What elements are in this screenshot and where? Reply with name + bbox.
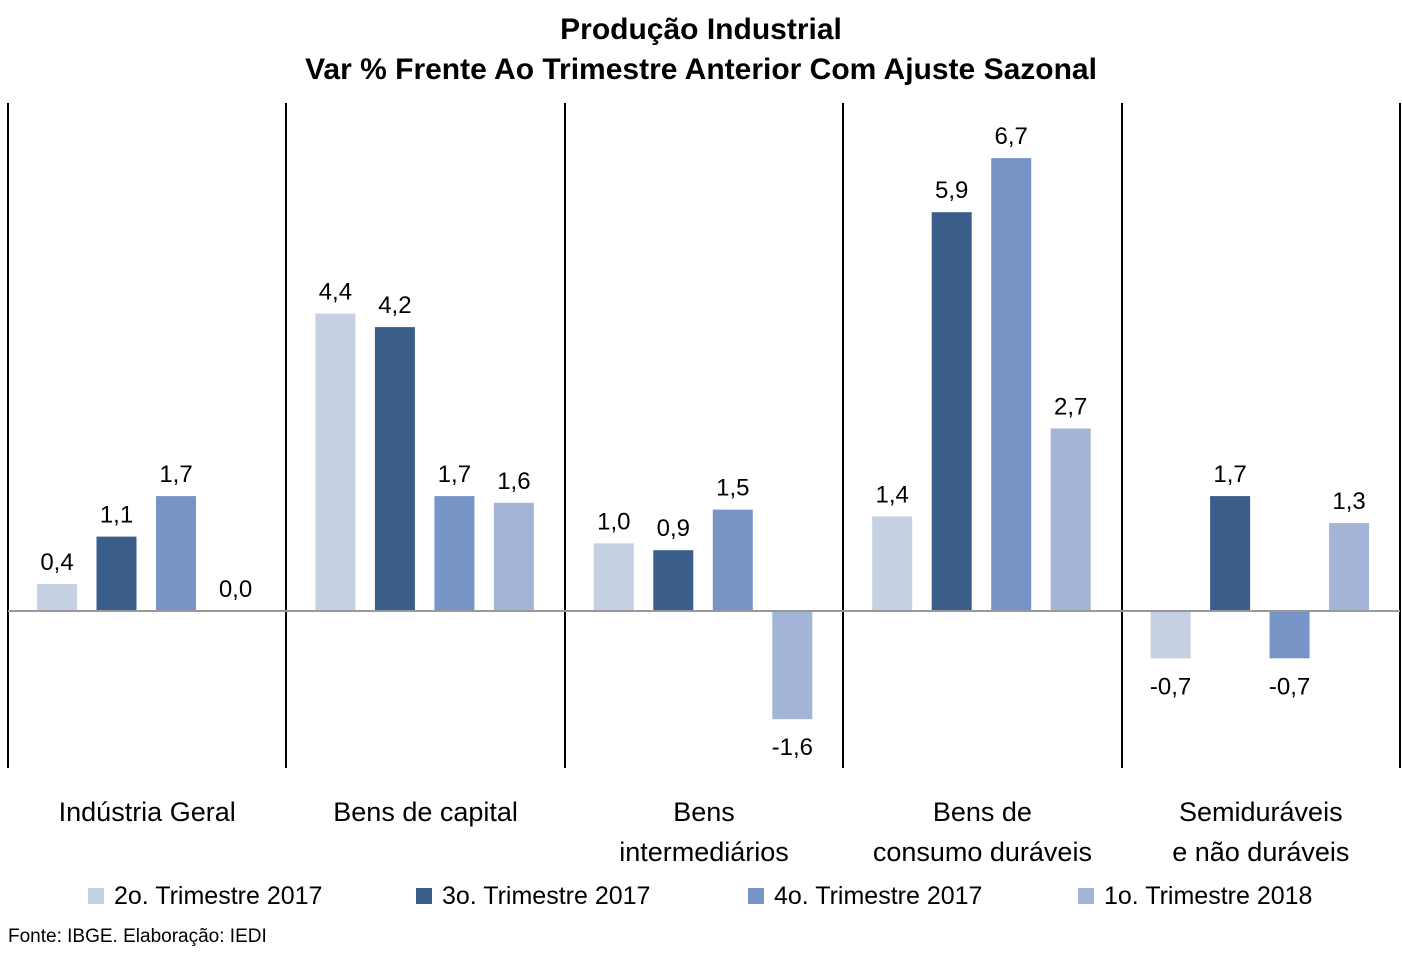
data-label: 6,7 xyxy=(995,123,1028,150)
legend-label: 4o. Trimestre 2017 xyxy=(774,882,983,910)
chart-title-line-2: Var % Frente Ao Trimestre Anterior Com A… xyxy=(305,53,1097,86)
data-label: 1,4 xyxy=(876,481,909,508)
category-label: Semiduráveis e não duráveis xyxy=(1172,797,1349,867)
legend-swatch xyxy=(88,888,104,904)
data-label: 1,5 xyxy=(716,475,749,502)
chart-title-line-1: Produção Industrial xyxy=(560,13,842,46)
legend-swatch xyxy=(416,888,432,904)
bar-chart: 0,4 4,4 1,0 1,4 -0,7 1,1 4,2 0,9 5,9 1,7 1,7 1,7 1,5… xyxy=(7,103,1401,867)
legend: 2o. Trimestre 2017 3o. Trimestre 2017 4o. … xyxy=(0,876,1402,916)
bar xyxy=(1269,611,1310,659)
category-label: Bens de capital xyxy=(333,797,518,827)
category-label: Indústria Geral xyxy=(59,797,236,827)
bar xyxy=(156,496,196,611)
legend-label: 2o. Trimestre 2017 xyxy=(114,882,323,910)
data-label: 4,4 xyxy=(319,279,352,306)
bar xyxy=(931,212,972,611)
data-label: 2,7 xyxy=(1054,394,1087,421)
data-label: 4,2 xyxy=(378,292,411,319)
legend-swatch xyxy=(1078,888,1094,904)
data-label: 1,3 xyxy=(1332,488,1365,515)
legend-item: 3o. Trimestre 2017 xyxy=(416,876,650,916)
data-label: 0,4 xyxy=(40,549,73,576)
legend-item: 4o. Trimestre 2017 xyxy=(748,876,982,916)
bar xyxy=(434,496,475,611)
data-label: 1,7 xyxy=(159,461,192,488)
bar xyxy=(1210,496,1251,611)
legend-swatch xyxy=(748,888,764,904)
bar xyxy=(374,327,415,611)
data-label: 1,0 xyxy=(597,508,630,535)
data-label: 0,0 xyxy=(219,576,252,603)
data-label: -0,7 xyxy=(1269,673,1310,700)
data-label: 1,7 xyxy=(1213,461,1246,488)
bar xyxy=(653,550,694,611)
data-label: 1,1 xyxy=(100,502,133,529)
category-label: Bens intermediários xyxy=(619,797,789,867)
bar xyxy=(712,509,753,611)
data-label: 1,6 xyxy=(497,468,530,495)
bar xyxy=(96,536,137,611)
legend-label: 1o. Trimestre 2018 xyxy=(1104,882,1313,910)
bar xyxy=(991,158,1032,611)
bar xyxy=(872,516,913,611)
bar xyxy=(493,502,534,611)
bar xyxy=(1050,428,1091,611)
data-label: -0,7 xyxy=(1150,673,1191,700)
legend-label: 3o. Trimestre 2017 xyxy=(442,882,651,910)
bar xyxy=(1329,523,1370,611)
data-label: -1,6 xyxy=(772,734,813,761)
bar xyxy=(315,313,356,611)
bar xyxy=(593,543,634,611)
data-label: 5,9 xyxy=(935,177,968,204)
chart-title: Produção Industrial Var % Frente Ao Trim… xyxy=(0,10,1402,90)
legend-item: 2o. Trimestre 2017 xyxy=(88,876,322,916)
category-label: Bens de consumo duráveis xyxy=(873,797,1092,867)
bar xyxy=(37,584,77,611)
source-note: Fonte: IBGE. Elaboração: IEDI xyxy=(8,926,267,947)
data-label: 1,7 xyxy=(438,461,471,488)
bar xyxy=(1150,611,1191,659)
legend-item: 1o. Trimestre 2018 xyxy=(1078,876,1312,916)
data-label: 0,9 xyxy=(657,515,690,542)
bar xyxy=(772,611,813,720)
